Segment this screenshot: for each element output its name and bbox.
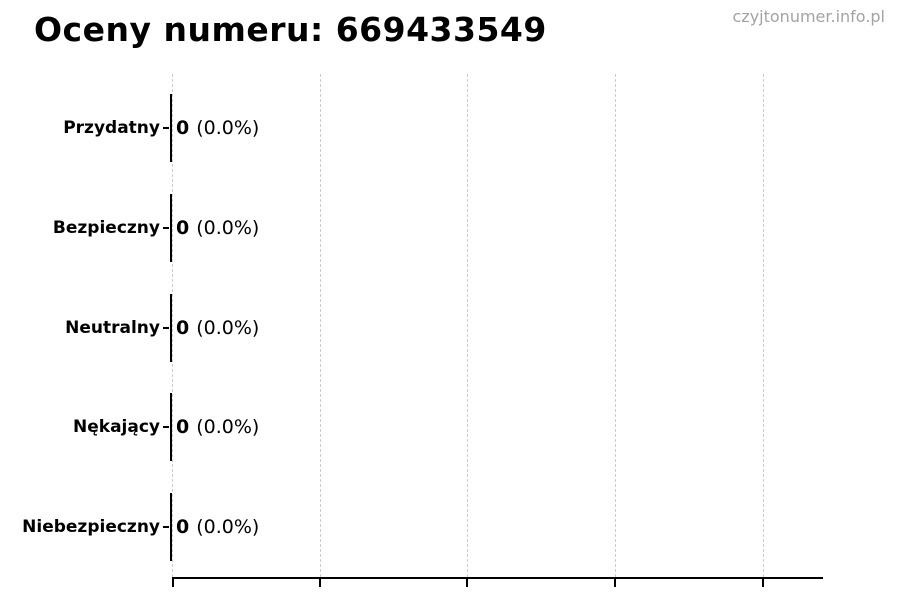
y-axis-tick (163, 327, 169, 329)
x-axis-tick (172, 579, 174, 587)
x-axis-tick (466, 579, 468, 587)
y-axis-tick (163, 227, 169, 229)
x-gridline (615, 74, 616, 577)
y-axis-tick (163, 127, 169, 129)
category-label: Przydatny (63, 118, 160, 138)
bar-row: Niebezpieczny 0 (0.0%) (0, 493, 900, 561)
zero-value-bar (170, 393, 172, 461)
bar-row: Neutralny 0 (0.0%) (0, 294, 900, 362)
bar-value-number: 0 (176, 416, 190, 438)
zero-value-bar (170, 94, 172, 162)
bar-value-percent: (0.0%) (196, 516, 260, 538)
category-label: Neutralny (65, 318, 160, 338)
x-axis-tick (762, 579, 764, 587)
bar-value-number: 0 (176, 117, 190, 139)
bar-value-number: 0 (176, 516, 190, 538)
x-axis-line (172, 577, 823, 579)
bar-value-percent: (0.0%) (196, 416, 260, 438)
x-gridline (763, 74, 764, 577)
category-label: Bezpieczny (52, 218, 160, 238)
zero-value-bar (170, 194, 172, 262)
x-gridline (467, 74, 468, 577)
bar-value-number: 0 (176, 217, 190, 239)
category-label: Niebezpieczny (22, 517, 160, 537)
category-label: Nękający (73, 417, 160, 437)
bar-value-label: 0 (0.0%) (176, 117, 259, 139)
x-gridline (320, 74, 321, 577)
bar-value-label: 0 (0.0%) (176, 217, 259, 239)
chart-title: Oceny numeru: 669433549 (34, 10, 547, 49)
bar-value-percent: (0.0%) (196, 317, 260, 339)
plot-area (172, 74, 823, 587)
bar-row: Nękający 0 (0.0%) (0, 393, 900, 461)
zero-value-bar (170, 294, 172, 362)
bar-value-number: 0 (176, 317, 190, 339)
x-gridline (172, 74, 173, 577)
bar-value-label: 0 (0.0%) (176, 516, 259, 538)
bar-value-percent: (0.0%) (196, 117, 260, 139)
zero-value-bar (170, 493, 172, 561)
y-axis-tick (163, 426, 169, 428)
bar-row: Bezpieczny 0 (0.0%) (0, 194, 900, 262)
bar-row: Przydatny 0 (0.0%) (0, 94, 900, 162)
y-axis-tick (163, 526, 169, 528)
watermark-text: czyjtonumer.info.pl (732, 7, 886, 26)
bar-value-label: 0 (0.0%) (176, 317, 259, 339)
bar-value-label: 0 (0.0%) (176, 416, 259, 438)
x-axis-tick (319, 579, 321, 587)
x-axis-tick (614, 579, 616, 587)
bar-value-percent: (0.0%) (196, 217, 260, 239)
